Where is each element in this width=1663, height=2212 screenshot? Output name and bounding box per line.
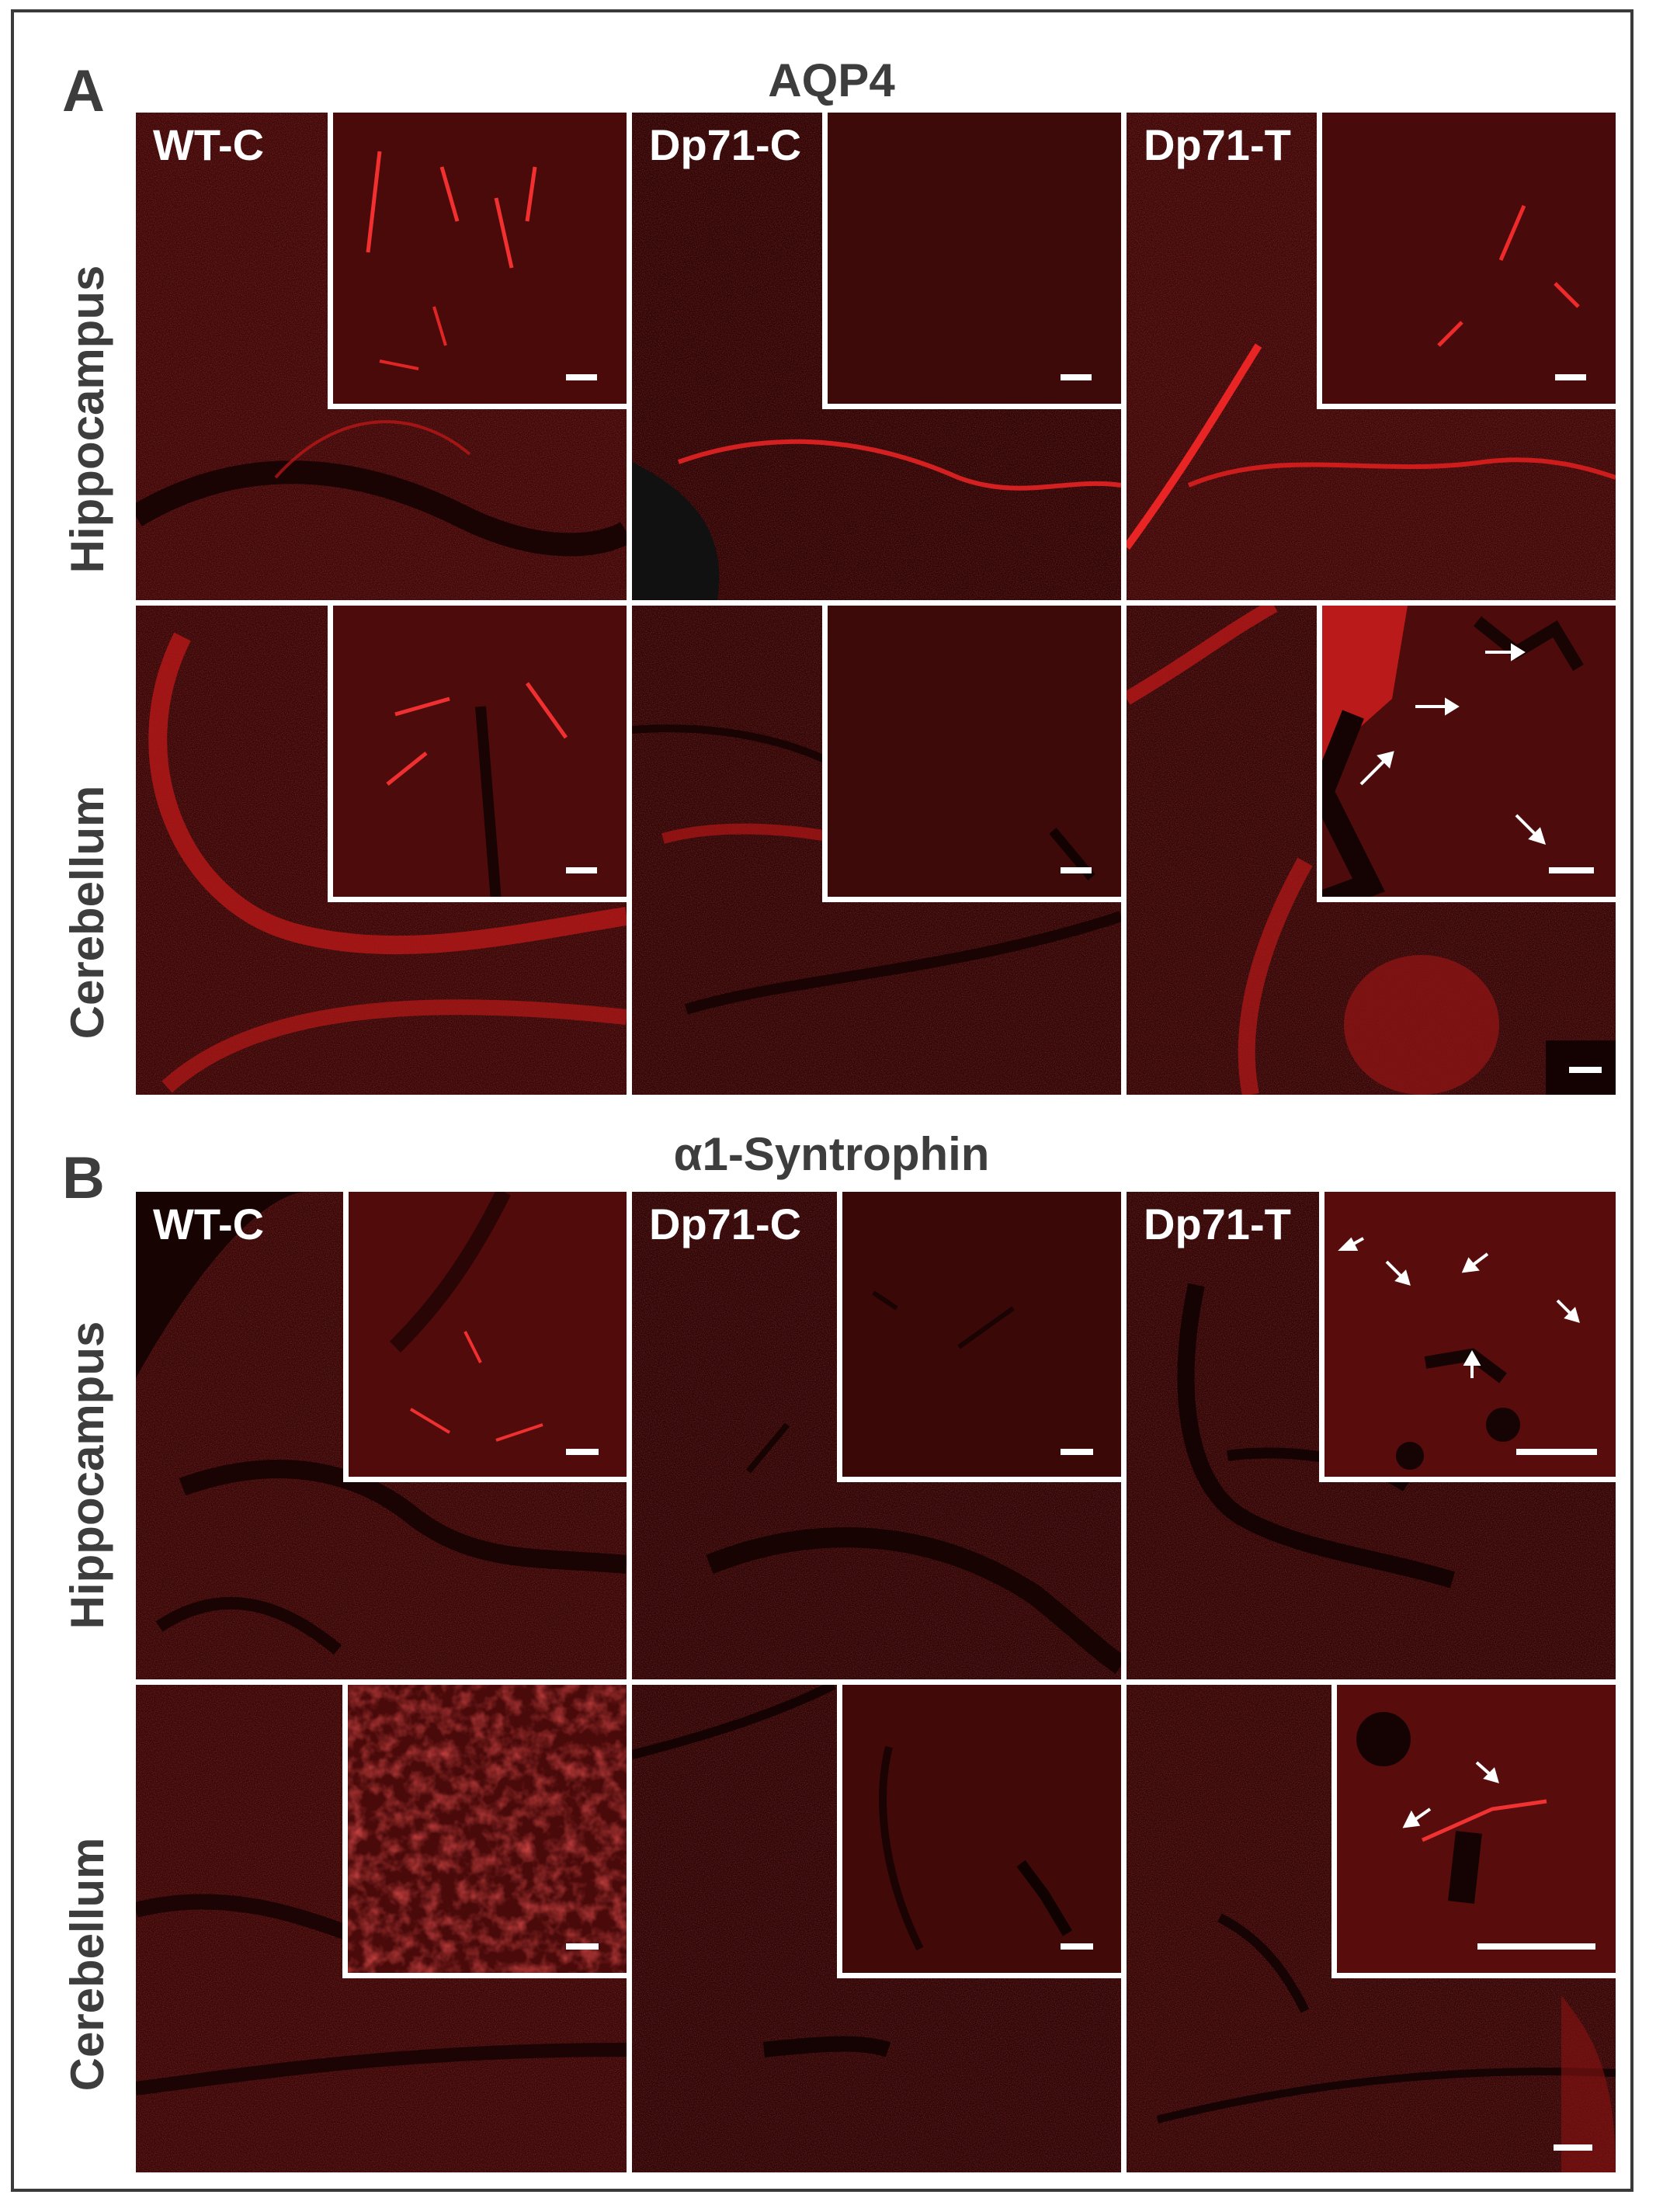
scale-bar xyxy=(1061,374,1092,380)
condition-label: Dp71-T xyxy=(1144,1200,1291,1248)
inset-syntrophin-cerebellum-dp71c xyxy=(837,1685,1121,1978)
micrograph-aqp4-hippocampus-dp71c: Dp71-C xyxy=(632,113,1121,600)
inset-aqp4-hippocampus-dp71t xyxy=(1317,113,1616,409)
inset-syntrophin-hippocampus-dp71c xyxy=(837,1192,1121,1482)
micrograph-syntrophin-hippocampus-dp71c: Dp71-C xyxy=(632,1192,1121,1679)
condition-label: WT-C xyxy=(153,120,265,169)
arrow-icon xyxy=(1359,643,1547,846)
scale-bar xyxy=(566,1449,599,1455)
scale-bar xyxy=(1569,1067,1602,1073)
micrograph-syntrophin-cerebellum-dp71t xyxy=(1127,1685,1616,2172)
scale-bar xyxy=(1477,1943,1595,1950)
panel-b-letter: B xyxy=(62,1145,105,1211)
condition-label: Dp71-C xyxy=(649,120,802,169)
row-label-hippocampus-b: Hippocampus xyxy=(61,1321,113,1630)
inset-aqp4-cerebellum-wtc xyxy=(328,606,627,902)
scale-bar xyxy=(1516,1449,1597,1455)
scale-bar xyxy=(1555,374,1586,380)
scale-bar xyxy=(1061,1943,1093,1950)
scale-bar xyxy=(566,374,597,380)
micrograph-syntrophin-hippocampus-dp71t: Dp71-T xyxy=(1127,1192,1616,1679)
inset-aqp4-hippocampus-wtc xyxy=(328,113,627,409)
micrograph-syntrophin-hippocampus-wtc: WT-C xyxy=(136,1192,627,1679)
scale-bar xyxy=(1061,867,1092,873)
panel-a-letter: A xyxy=(62,58,105,124)
inset-aqp4-cerebellum-dp71t xyxy=(1317,606,1616,902)
micrograph-aqp4-cerebellum-wtc xyxy=(136,606,627,1095)
scale-bar xyxy=(1061,1449,1093,1455)
row-label-hippocampus-a: Hippocampus xyxy=(61,265,113,574)
micrograph-syntrophin-cerebellum-dp71c xyxy=(632,1685,1121,2172)
row-label-cerebellum-a: Cerebellum xyxy=(61,785,113,1040)
micrograph-aqp4-hippocampus-wtc: WT-C xyxy=(136,113,627,600)
condition-label: Dp71-C xyxy=(649,1200,802,1248)
micrograph-aqp4-hippocampus-dp71t: Dp71-T xyxy=(1127,113,1616,600)
scale-bar xyxy=(566,1943,599,1950)
inset-syntrophin-cerebellum-dp71t xyxy=(1331,1685,1616,1978)
inset-syntrophin-hippocampus-wtc xyxy=(343,1192,627,1482)
panel-a-title: AQP4 xyxy=(768,54,895,106)
row-label-cerebellum-b: Cerebellum xyxy=(61,1837,113,2092)
scale-bar xyxy=(1554,2144,1592,2151)
panel-b-title: α1-Syntrophin xyxy=(673,1128,990,1180)
inset-aqp4-hippocampus-dp71c xyxy=(822,113,1121,409)
condition-label: WT-C xyxy=(153,1200,265,1248)
inset-syntrophin-hippocampus-dp71t xyxy=(1319,1192,1616,1482)
condition-label: Dp71-T xyxy=(1144,120,1291,169)
arrow-icon xyxy=(1338,1237,1580,1378)
micrograph-aqp4-cerebellum-dp71c xyxy=(632,606,1121,1095)
scale-bar xyxy=(566,867,597,873)
scale-bar xyxy=(1549,867,1594,873)
inset-syntrophin-cerebellum-wtc xyxy=(342,1685,627,1978)
micrograph-syntrophin-cerebellum-wtc xyxy=(136,1685,627,2172)
inset-aqp4-cerebellum-dp71c xyxy=(822,606,1121,902)
micrograph-aqp4-cerebellum-dp71t xyxy=(1127,606,1616,1095)
arrow-icon xyxy=(1402,1761,1499,1828)
